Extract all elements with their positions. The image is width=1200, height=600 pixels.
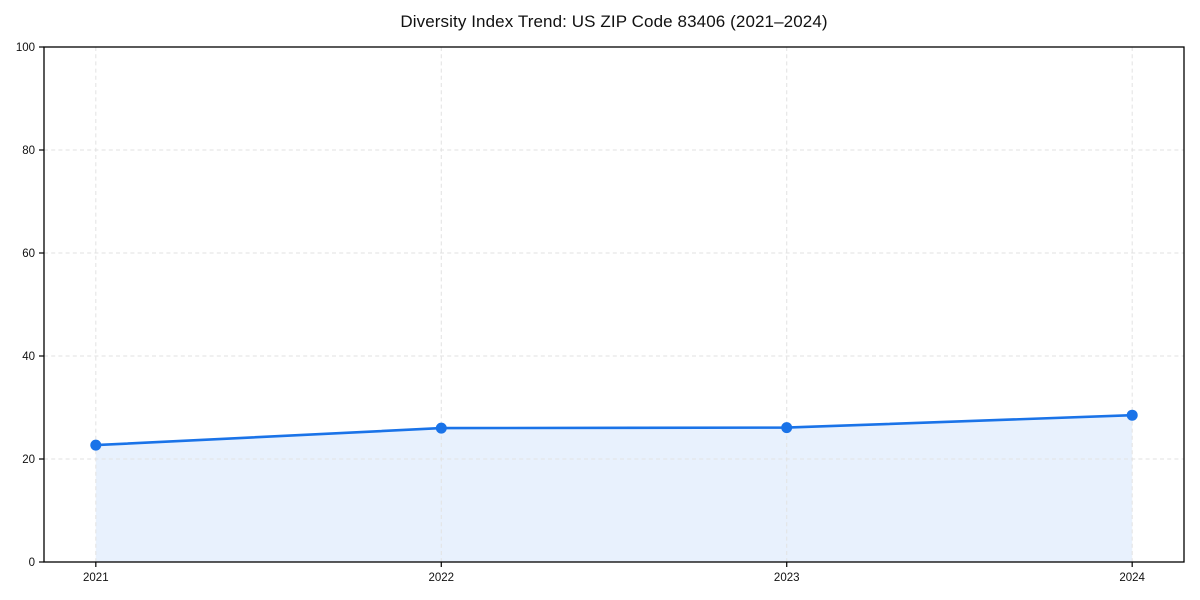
y-tick-label: 40 — [22, 351, 35, 363]
y-tick-label: 20 — [22, 454, 35, 466]
x-tick-label: 2022 — [428, 572, 454, 584]
area-fill — [95, 415, 1133, 562]
y-tick-label: 0 — [29, 557, 35, 569]
y-tick-label: 60 — [22, 248, 35, 260]
data-point-marker — [781, 422, 793, 434]
x-tick-label: 2024 — [1119, 572, 1145, 584]
y-tick-label: 100 — [16, 42, 35, 54]
trend-line — [94, 413, 1134, 447]
y-tick-label: 80 — [22, 145, 35, 157]
chart-title: Diversity Index Trend: US ZIP Code 83406… — [400, 12, 828, 31]
x-tick-label: 2023 — [774, 572, 800, 584]
plot-border — [43, 46, 1185, 563]
data-point-marker — [1126, 409, 1138, 421]
data-point-marker — [435, 422, 447, 434]
data-point-marker — [90, 439, 102, 451]
x-tick-label: 2021 — [83, 572, 109, 584]
